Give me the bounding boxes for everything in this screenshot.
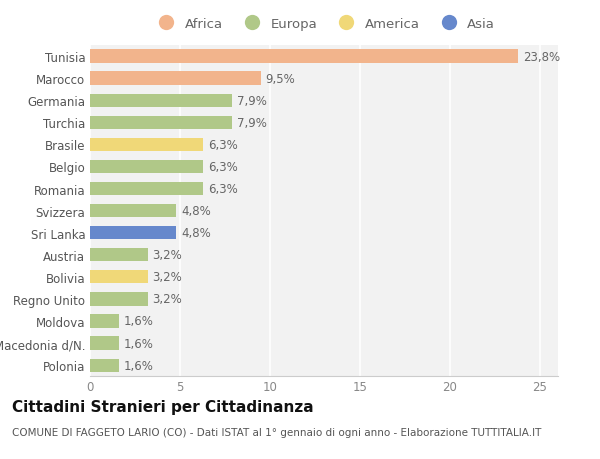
Bar bbox=[90, 117, 232, 129]
Text: 7,9%: 7,9% bbox=[237, 117, 266, 129]
Bar bbox=[90, 227, 176, 240]
Bar bbox=[90, 95, 232, 107]
Bar bbox=[90, 315, 119, 328]
Text: 1,6%: 1,6% bbox=[124, 359, 153, 372]
Bar bbox=[90, 359, 119, 372]
Bar bbox=[90, 249, 148, 262]
Text: 3,2%: 3,2% bbox=[152, 271, 182, 284]
Text: 7,9%: 7,9% bbox=[237, 95, 266, 107]
Text: 6,3%: 6,3% bbox=[208, 183, 238, 196]
Text: 23,8%: 23,8% bbox=[523, 50, 560, 63]
Text: 3,2%: 3,2% bbox=[152, 293, 182, 306]
Bar bbox=[90, 293, 148, 306]
Text: 6,3%: 6,3% bbox=[208, 161, 238, 174]
Text: 1,6%: 1,6% bbox=[124, 315, 153, 328]
Bar bbox=[90, 271, 148, 284]
Bar bbox=[90, 50, 518, 63]
Text: 1,6%: 1,6% bbox=[124, 337, 153, 350]
Text: 3,2%: 3,2% bbox=[152, 249, 182, 262]
Bar bbox=[90, 161, 203, 174]
Bar bbox=[90, 205, 176, 218]
Legend: Africa, Europa, America, Asia: Africa, Europa, America, Asia bbox=[148, 12, 500, 36]
Text: COMUNE DI FAGGETO LARIO (CO) - Dati ISTAT al 1° gennaio di ogni anno - Elaborazi: COMUNE DI FAGGETO LARIO (CO) - Dati ISTA… bbox=[12, 427, 541, 437]
Bar bbox=[90, 337, 119, 350]
Bar bbox=[90, 73, 261, 85]
Text: Cittadini Stranieri per Cittadinanza: Cittadini Stranieri per Cittadinanza bbox=[12, 399, 314, 414]
Text: 4,8%: 4,8% bbox=[181, 205, 211, 218]
Bar bbox=[90, 183, 203, 196]
Bar bbox=[90, 139, 203, 151]
Text: 9,5%: 9,5% bbox=[265, 73, 295, 85]
Text: 6,3%: 6,3% bbox=[208, 139, 238, 151]
Text: 4,8%: 4,8% bbox=[181, 227, 211, 240]
